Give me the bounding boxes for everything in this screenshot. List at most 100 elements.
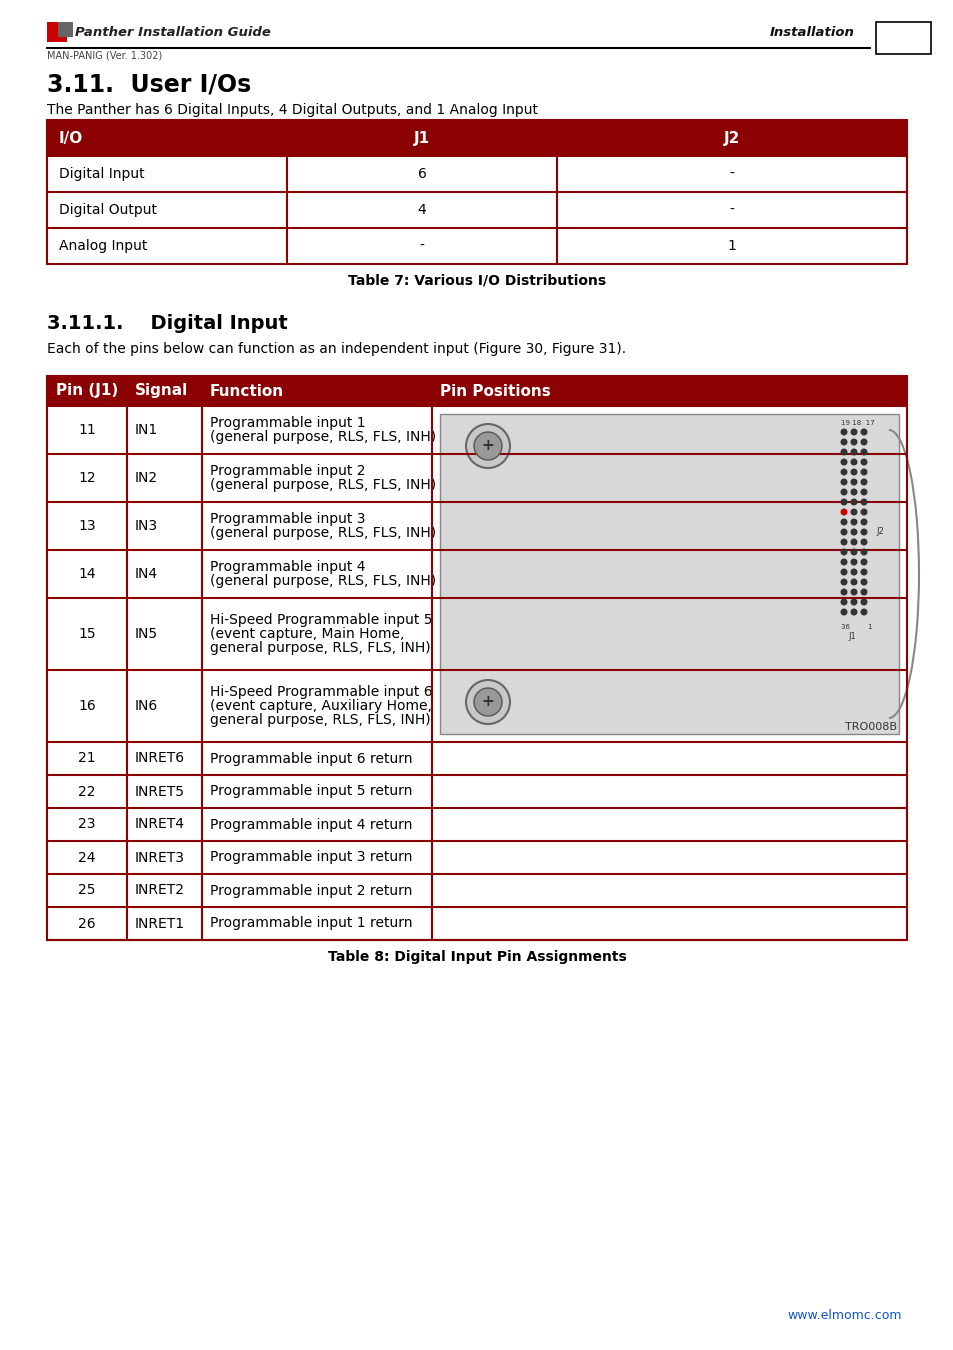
Text: Programmable input 2 return: Programmable input 2 return: [210, 883, 412, 898]
Circle shape: [465, 424, 510, 468]
Text: Programmable input 1 return: Programmable input 1 return: [210, 917, 412, 930]
Text: J2: J2: [723, 131, 740, 146]
Text: www.elmomc.com: www.elmomc.com: [786, 1310, 901, 1322]
Circle shape: [850, 459, 856, 464]
Circle shape: [474, 688, 501, 716]
Circle shape: [850, 579, 856, 585]
Text: +: +: [481, 694, 494, 710]
Text: 19 18  17: 19 18 17: [841, 420, 874, 427]
Bar: [47, 120, 906, 265]
Circle shape: [861, 470, 866, 475]
Circle shape: [850, 529, 856, 535]
Circle shape: [861, 529, 866, 535]
Circle shape: [861, 500, 866, 505]
Bar: [47, 670, 906, 743]
Circle shape: [850, 509, 856, 514]
Text: INRET4: INRET4: [135, 818, 185, 832]
Text: Programmable input 4 return: Programmable input 4 return: [210, 818, 412, 832]
Circle shape: [841, 570, 846, 575]
Text: (general purpose, RLS, FLS, INH): (general purpose, RLS, FLS, INH): [210, 431, 436, 444]
Circle shape: [850, 520, 856, 525]
Bar: [47, 377, 906, 940]
Text: The Panther has 6 Digital Inputs, 4 Digital Outputs, and 1 Analog Input: The Panther has 6 Digital Inputs, 4 Digi…: [47, 103, 537, 117]
Circle shape: [850, 429, 856, 435]
Text: INRET1: INRET1: [135, 917, 185, 930]
Text: Digital Input: Digital Input: [59, 167, 145, 181]
Circle shape: [841, 479, 846, 485]
Circle shape: [841, 589, 846, 595]
Circle shape: [861, 599, 866, 605]
Bar: [47, 549, 906, 598]
Circle shape: [841, 439, 846, 444]
Text: 6: 6: [417, 167, 426, 181]
Bar: [47, 873, 906, 907]
Text: 3.11.1.    Digital Input: 3.11.1. Digital Input: [47, 315, 288, 333]
Text: Each of the pins below can function as an independent input (Figure 30, Figure 3: Each of the pins below can function as a…: [47, 342, 625, 356]
Circle shape: [841, 509, 846, 514]
Circle shape: [841, 529, 846, 535]
Text: Digital Output: Digital Output: [59, 202, 157, 217]
Circle shape: [850, 489, 856, 495]
Text: 24: 24: [78, 850, 95, 864]
Circle shape: [861, 549, 866, 555]
Circle shape: [850, 599, 856, 605]
Text: 4: 4: [417, 202, 426, 217]
Circle shape: [841, 459, 846, 464]
Circle shape: [465, 680, 510, 724]
Circle shape: [861, 459, 866, 464]
Text: Programmable input 1: Programmable input 1: [210, 416, 365, 431]
Text: 1: 1: [727, 239, 736, 252]
Bar: [439, 414, 898, 734]
Bar: [47, 598, 906, 670]
Bar: [47, 22, 67, 42]
Circle shape: [841, 520, 846, 525]
Text: Hi-Speed Programmable input 6: Hi-Speed Programmable input 6: [210, 684, 432, 699]
Bar: [47, 377, 906, 406]
Circle shape: [861, 579, 866, 585]
Circle shape: [861, 450, 866, 455]
Text: Pin Positions: Pin Positions: [439, 383, 550, 398]
Bar: [47, 228, 906, 265]
Circle shape: [850, 609, 856, 614]
Text: Hi-Speed Programmable input 5: Hi-Speed Programmable input 5: [210, 613, 432, 626]
Text: 11: 11: [78, 423, 95, 437]
Text: Programmable input 3 return: Programmable input 3 return: [210, 850, 412, 864]
Text: Programmable input 4: Programmable input 4: [210, 560, 365, 574]
Text: INRET5: INRET5: [135, 784, 185, 798]
Circle shape: [850, 439, 856, 444]
Circle shape: [841, 450, 846, 455]
Circle shape: [850, 570, 856, 575]
Text: Installation: Installation: [769, 26, 854, 39]
Text: Table 7: Various I/O Distributions: Table 7: Various I/O Distributions: [348, 274, 605, 288]
Text: 14: 14: [78, 567, 95, 580]
Text: 36        1: 36 1: [841, 624, 872, 630]
Text: Signal: Signal: [135, 383, 188, 398]
Circle shape: [841, 579, 846, 585]
Circle shape: [474, 432, 501, 460]
Circle shape: [841, 429, 846, 435]
Text: Panther Installation Guide: Panther Installation Guide: [75, 26, 271, 39]
Circle shape: [841, 599, 846, 605]
Circle shape: [861, 429, 866, 435]
Text: 26: 26: [78, 917, 95, 930]
Text: J2: J2: [875, 528, 882, 536]
Bar: [875, 22, 930, 54]
Text: INRET2: INRET2: [135, 883, 185, 898]
Circle shape: [850, 549, 856, 555]
Bar: [47, 775, 906, 809]
Circle shape: [841, 609, 846, 614]
Text: Table 8: Digital Input Pin Assignments: Table 8: Digital Input Pin Assignments: [327, 950, 626, 964]
Circle shape: [861, 570, 866, 575]
Text: general purpose, RLS, FLS, INH): general purpose, RLS, FLS, INH): [210, 641, 430, 655]
Text: (event capture, Auxiliary Home,: (event capture, Auxiliary Home,: [210, 699, 432, 713]
Circle shape: [861, 589, 866, 595]
Bar: [47, 841, 906, 873]
Circle shape: [850, 559, 856, 564]
Circle shape: [850, 539, 856, 545]
Text: J1: J1: [414, 131, 430, 146]
Bar: [47, 809, 906, 841]
Text: TRO008B: TRO008B: [844, 722, 896, 732]
Text: 23: 23: [78, 818, 95, 832]
Bar: [47, 502, 906, 549]
Text: Programmable input 3: Programmable input 3: [210, 512, 365, 526]
